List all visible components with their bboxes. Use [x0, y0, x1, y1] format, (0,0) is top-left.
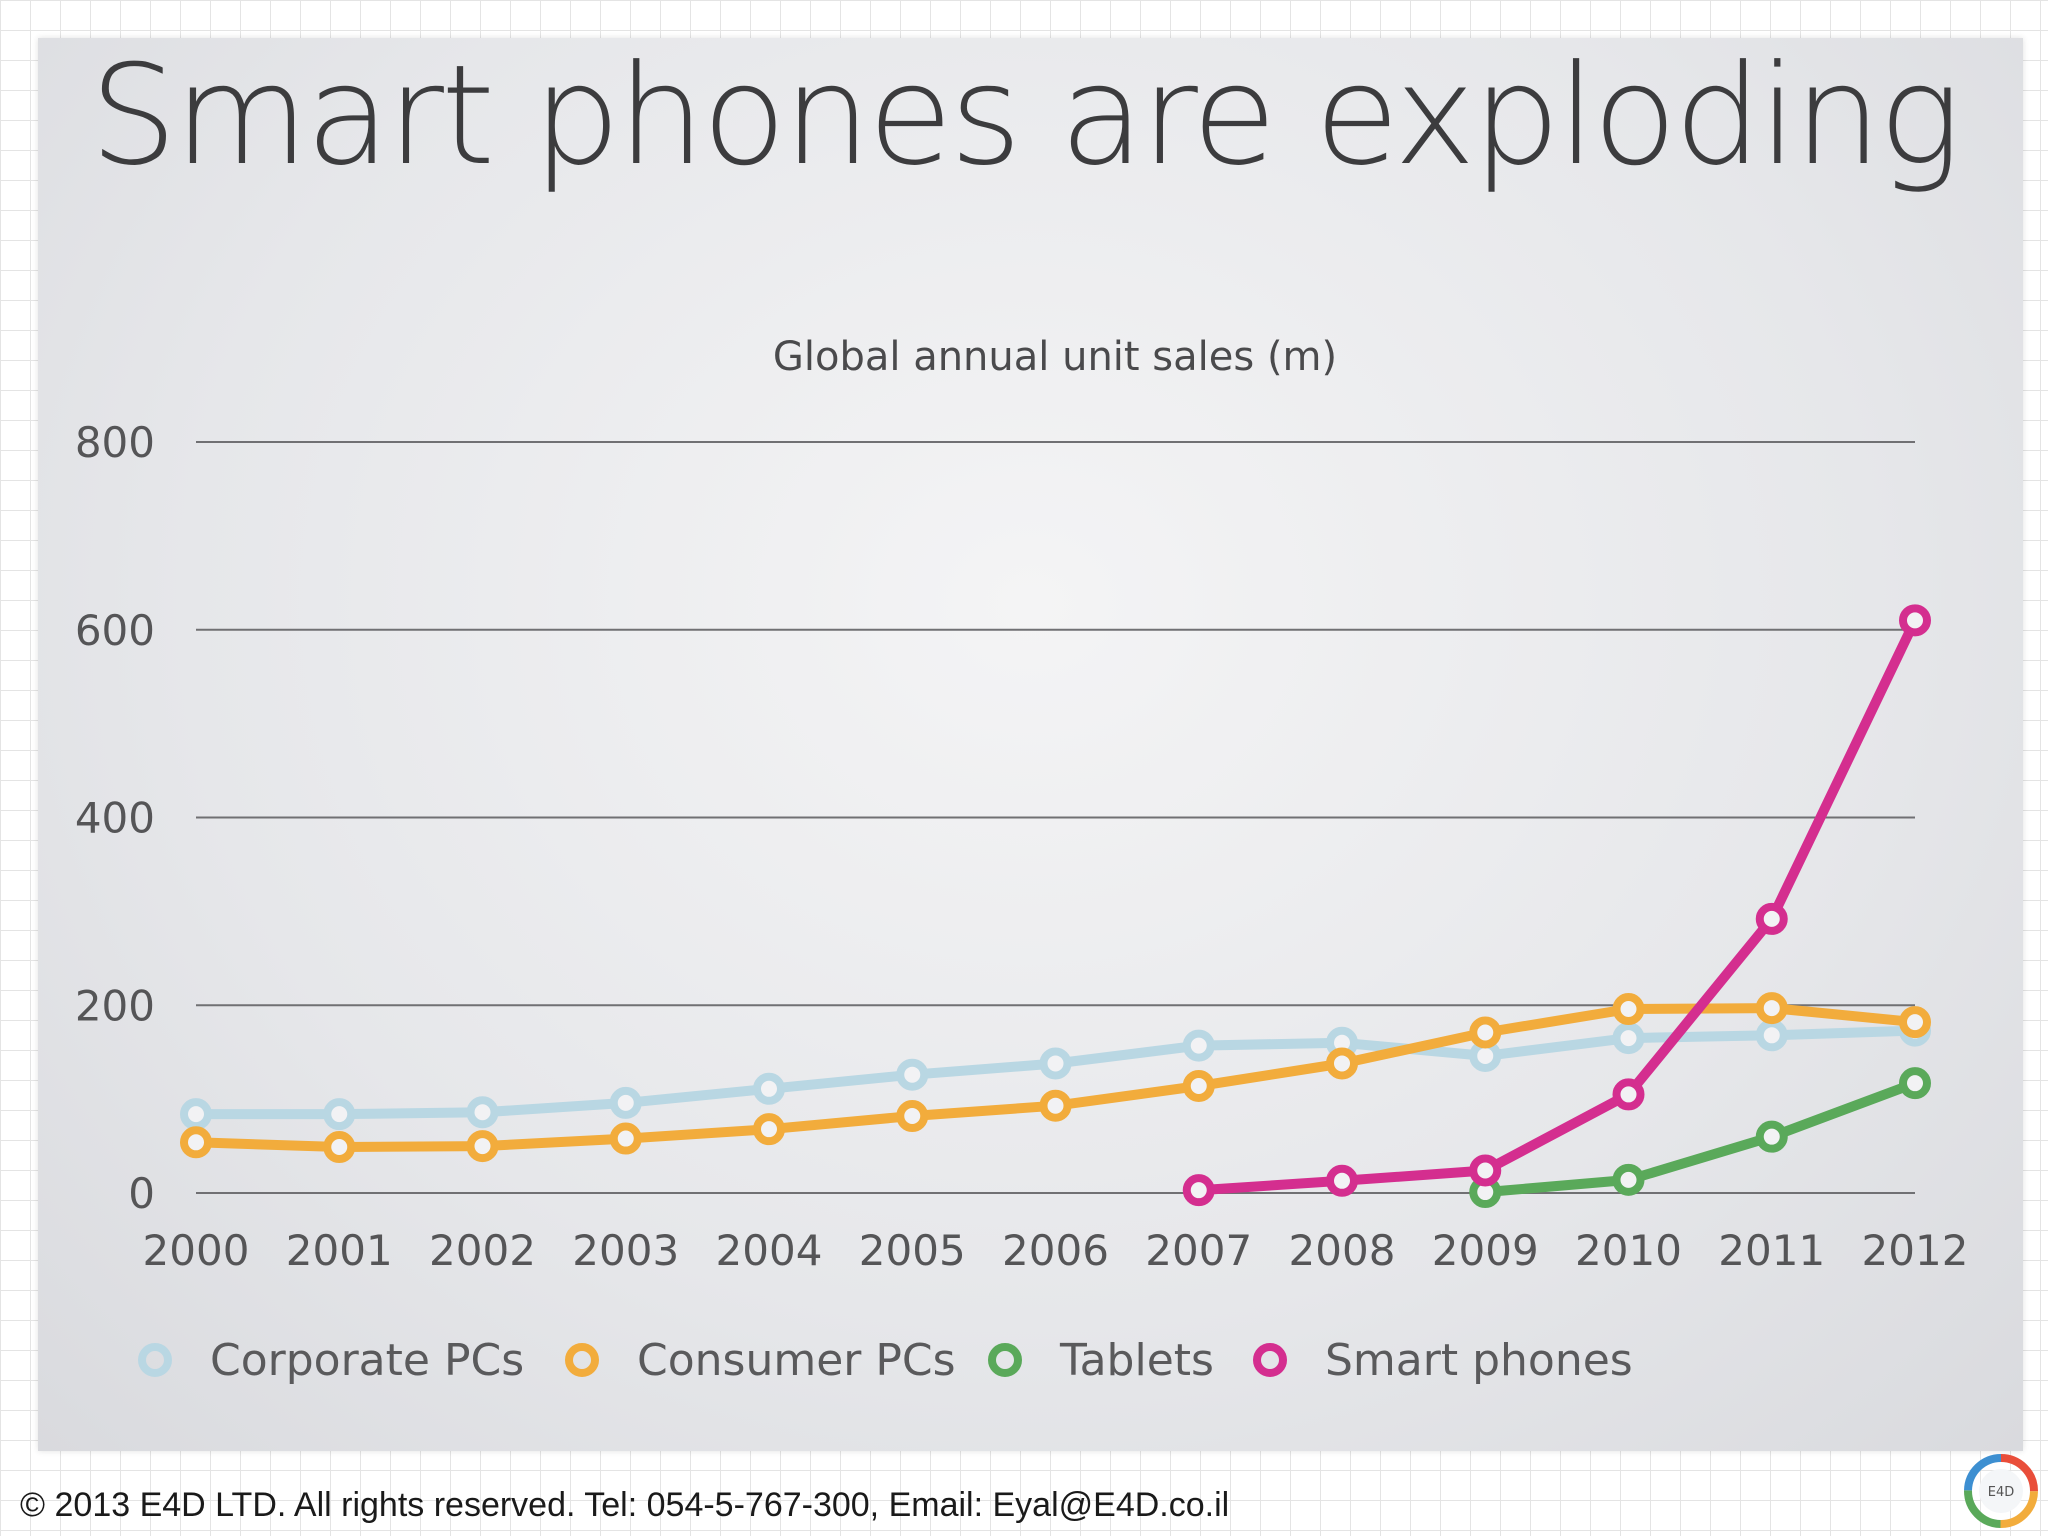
x-tick-label: 2008 [1289, 1226, 1396, 1275]
x-tick-label: 2006 [1002, 1226, 1109, 1275]
data-point-consumer-pcs [323, 1131, 356, 1164]
x-tick-label: 2000 [143, 1226, 250, 1275]
data-point-smart-phones [1182, 1174, 1215, 1207]
slide-background [38, 38, 2023, 1451]
data-point-consumer-pcs [896, 1100, 929, 1133]
series-consumer-pcs [180, 992, 1931, 1164]
data-point-corporate-pcs [1612, 1022, 1645, 1055]
y-tick-label: 800 [75, 418, 155, 467]
data-point-smart-phones [1755, 902, 1788, 935]
x-tick-label: 2001 [286, 1226, 393, 1275]
x-tick-label: 2003 [572, 1226, 679, 1275]
x-tick-label: 2010 [1575, 1226, 1682, 1275]
data-point-tablets [1899, 1067, 1931, 1100]
data-point-corporate-pcs [609, 1086, 642, 1119]
data-point-consumer-pcs [609, 1122, 642, 1155]
chart-gridlines [196, 441, 1915, 1194]
data-point-consumer-pcs [466, 1130, 499, 1163]
series-smart-phones [1182, 604, 1931, 1207]
x-tick-label: 2004 [716, 1226, 823, 1275]
x-tick-label: 2005 [859, 1226, 966, 1275]
series-line-smart-phones [1193, 615, 1920, 1196]
data-point-consumer-pcs [1182, 1069, 1215, 1102]
data-point-corporate-pcs [896, 1058, 929, 1091]
logo-text: E4D [1988, 1485, 2015, 1500]
data-point-smart-phones [1326, 1164, 1358, 1197]
y-tick-label: 200 [75, 981, 155, 1030]
data-point-smart-phones [1469, 1154, 1502, 1187]
y-tick-label: 600 [75, 606, 155, 655]
data-point-consumer-pcs [1469, 1016, 1502, 1049]
e4d-logo: E4D [1964, 1454, 2038, 1528]
data-point-corporate-pcs [753, 1072, 785, 1105]
data-point-corporate-pcs [323, 1098, 356, 1131]
chart-series [180, 604, 1931, 1209]
data-point-consumer-pcs [1612, 993, 1645, 1026]
x-tick-label: 2007 [1145, 1226, 1252, 1275]
y-axis-ticks: 0 200 400 600 800 [75, 418, 155, 1218]
y-tick-label: 0 [128, 1169, 155, 1218]
data-point-smart-phones [1612, 1078, 1645, 1111]
legend-marker-corporate-pcs [138, 1343, 172, 1377]
legend-label-corporate-pcs: Corporate PCs [210, 1335, 524, 1386]
series-tablets [1469, 1067, 1931, 1209]
data-point-corporate-pcs [466, 1096, 499, 1129]
data-point-corporate-pcs [1755, 1019, 1788, 1052]
x-tick-label: 2012 [1862, 1226, 1969, 1275]
data-point-consumer-pcs [1039, 1089, 1072, 1122]
data-point-consumer-pcs [1755, 992, 1788, 1025]
slide-title: Smart phones are exploding [89, 35, 1962, 196]
legend-marker-consumer-pcs [565, 1343, 599, 1377]
data-point-corporate-pcs [1182, 1029, 1215, 1062]
legend-label-tablets: Tablets [1059, 1335, 1214, 1386]
legend-marker-tablets [988, 1343, 1022, 1377]
legend-label-consumer-pcs: Consumer PCs [637, 1335, 956, 1386]
x-axis-ticks: 2000 2001 2002 2003 2004 2005 2006 2007 2008 2009… [143, 1226, 1969, 1275]
chart-subtitle: Global annual unit sales (m) [773, 334, 1337, 380]
data-point-smart-phones [1899, 604, 1931, 637]
x-tick-label: 2002 [429, 1226, 536, 1275]
legend-marker-smart-phones [1253, 1343, 1287, 1377]
x-tick-label: 2009 [1432, 1226, 1539, 1275]
data-point-consumer-pcs [1899, 1006, 1931, 1039]
chart-legend: Corporate PCs Consumer PCs Tablets Smart ph… [138, 1335, 1633, 1386]
data-point-consumer-pcs [1326, 1047, 1358, 1080]
data-point-consumer-pcs [753, 1113, 785, 1146]
copyright-footer: © 2013 E4D LTD. All rights reserved. Tel… [20, 1486, 1230, 1524]
data-point-corporate-pcs [180, 1098, 212, 1131]
data-point-corporate-pcs [1039, 1047, 1072, 1080]
data-point-tablets [1612, 1163, 1645, 1196]
legend-label-smart-phones: Smart phones [1325, 1335, 1633, 1386]
x-tick-label: 2011 [1718, 1226, 1825, 1275]
y-tick-label: 400 [75, 794, 155, 843]
data-point-tablets [1755, 1120, 1788, 1153]
data-point-consumer-pcs [180, 1126, 212, 1159]
series-line-tablets [1480, 1078, 1920, 1198]
